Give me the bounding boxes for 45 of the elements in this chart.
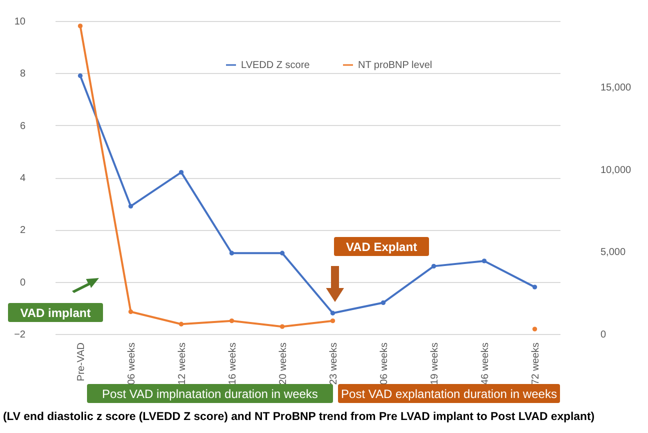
y-tick-label: 2 — [20, 225, 26, 236]
point — [431, 264, 436, 269]
x-tick-label: 06 weeks — [126, 342, 138, 385]
point — [229, 250, 234, 256]
point — [78, 24, 83, 28]
point — [280, 250, 285, 256]
y2-tick-label: 5,000 — [600, 247, 626, 258]
x-tick-label: Pre-VAD — [76, 342, 87, 382]
y2-tick-label: 0 — [600, 330, 606, 340]
legend-label: LVEDD Z score — [241, 60, 310, 71]
x-tick-label: 20 weeks — [278, 342, 289, 385]
point — [128, 204, 134, 209]
x-tick-label: 23 weeks — [328, 342, 340, 385]
annotation: VAD Explant — [334, 237, 429, 256]
point — [178, 170, 184, 175]
text: Post VAD explantation duration in weeks — [338, 384, 560, 403]
x-tick-label: 16 weeks — [227, 342, 238, 385]
x-tick-label: 19 weeks — [429, 342, 440, 385]
y-tick-label: 10 — [14, 16, 26, 28]
legend-label: NT proBNP level — [358, 60, 432, 71]
y-tick-label: −2 — [14, 330, 26, 340]
y-tick-label: 8 — [20, 68, 26, 80]
point — [532, 284, 538, 290]
point — [280, 324, 285, 329]
point — [178, 322, 184, 326]
text: (LV end diastolic z score (LVEDD Z score) and NT ProBNP trend from Pre LVAD implant to Post LVAD explant) — [3, 411, 595, 423]
y-tick-label: 0 — [20, 277, 26, 288]
y-tick-label: 6 — [20, 120, 26, 132]
x-tick-label: 06 weeks — [378, 342, 390, 385]
x-tick-label: 72 weeks — [530, 342, 542, 385]
point — [330, 310, 336, 316]
y2-tick-label: 10,000 — [600, 164, 632, 176]
annotation: VAD implant — [8, 303, 103, 322]
text: Post VAD implnatation duration in weeks — [87, 384, 333, 403]
x-tick-label: 46 weeks — [480, 342, 491, 385]
point — [380, 300, 386, 306]
x-tick-label: 12 weeks — [176, 342, 188, 385]
point — [229, 318, 234, 324]
y2-tick-label: 15,000 — [600, 82, 632, 94]
point — [78, 73, 83, 78]
point — [482, 258, 487, 264]
point — [532, 326, 538, 332]
y-tick-label: 4 — [20, 173, 26, 184]
point — [330, 318, 336, 324]
point — [128, 309, 134, 314]
